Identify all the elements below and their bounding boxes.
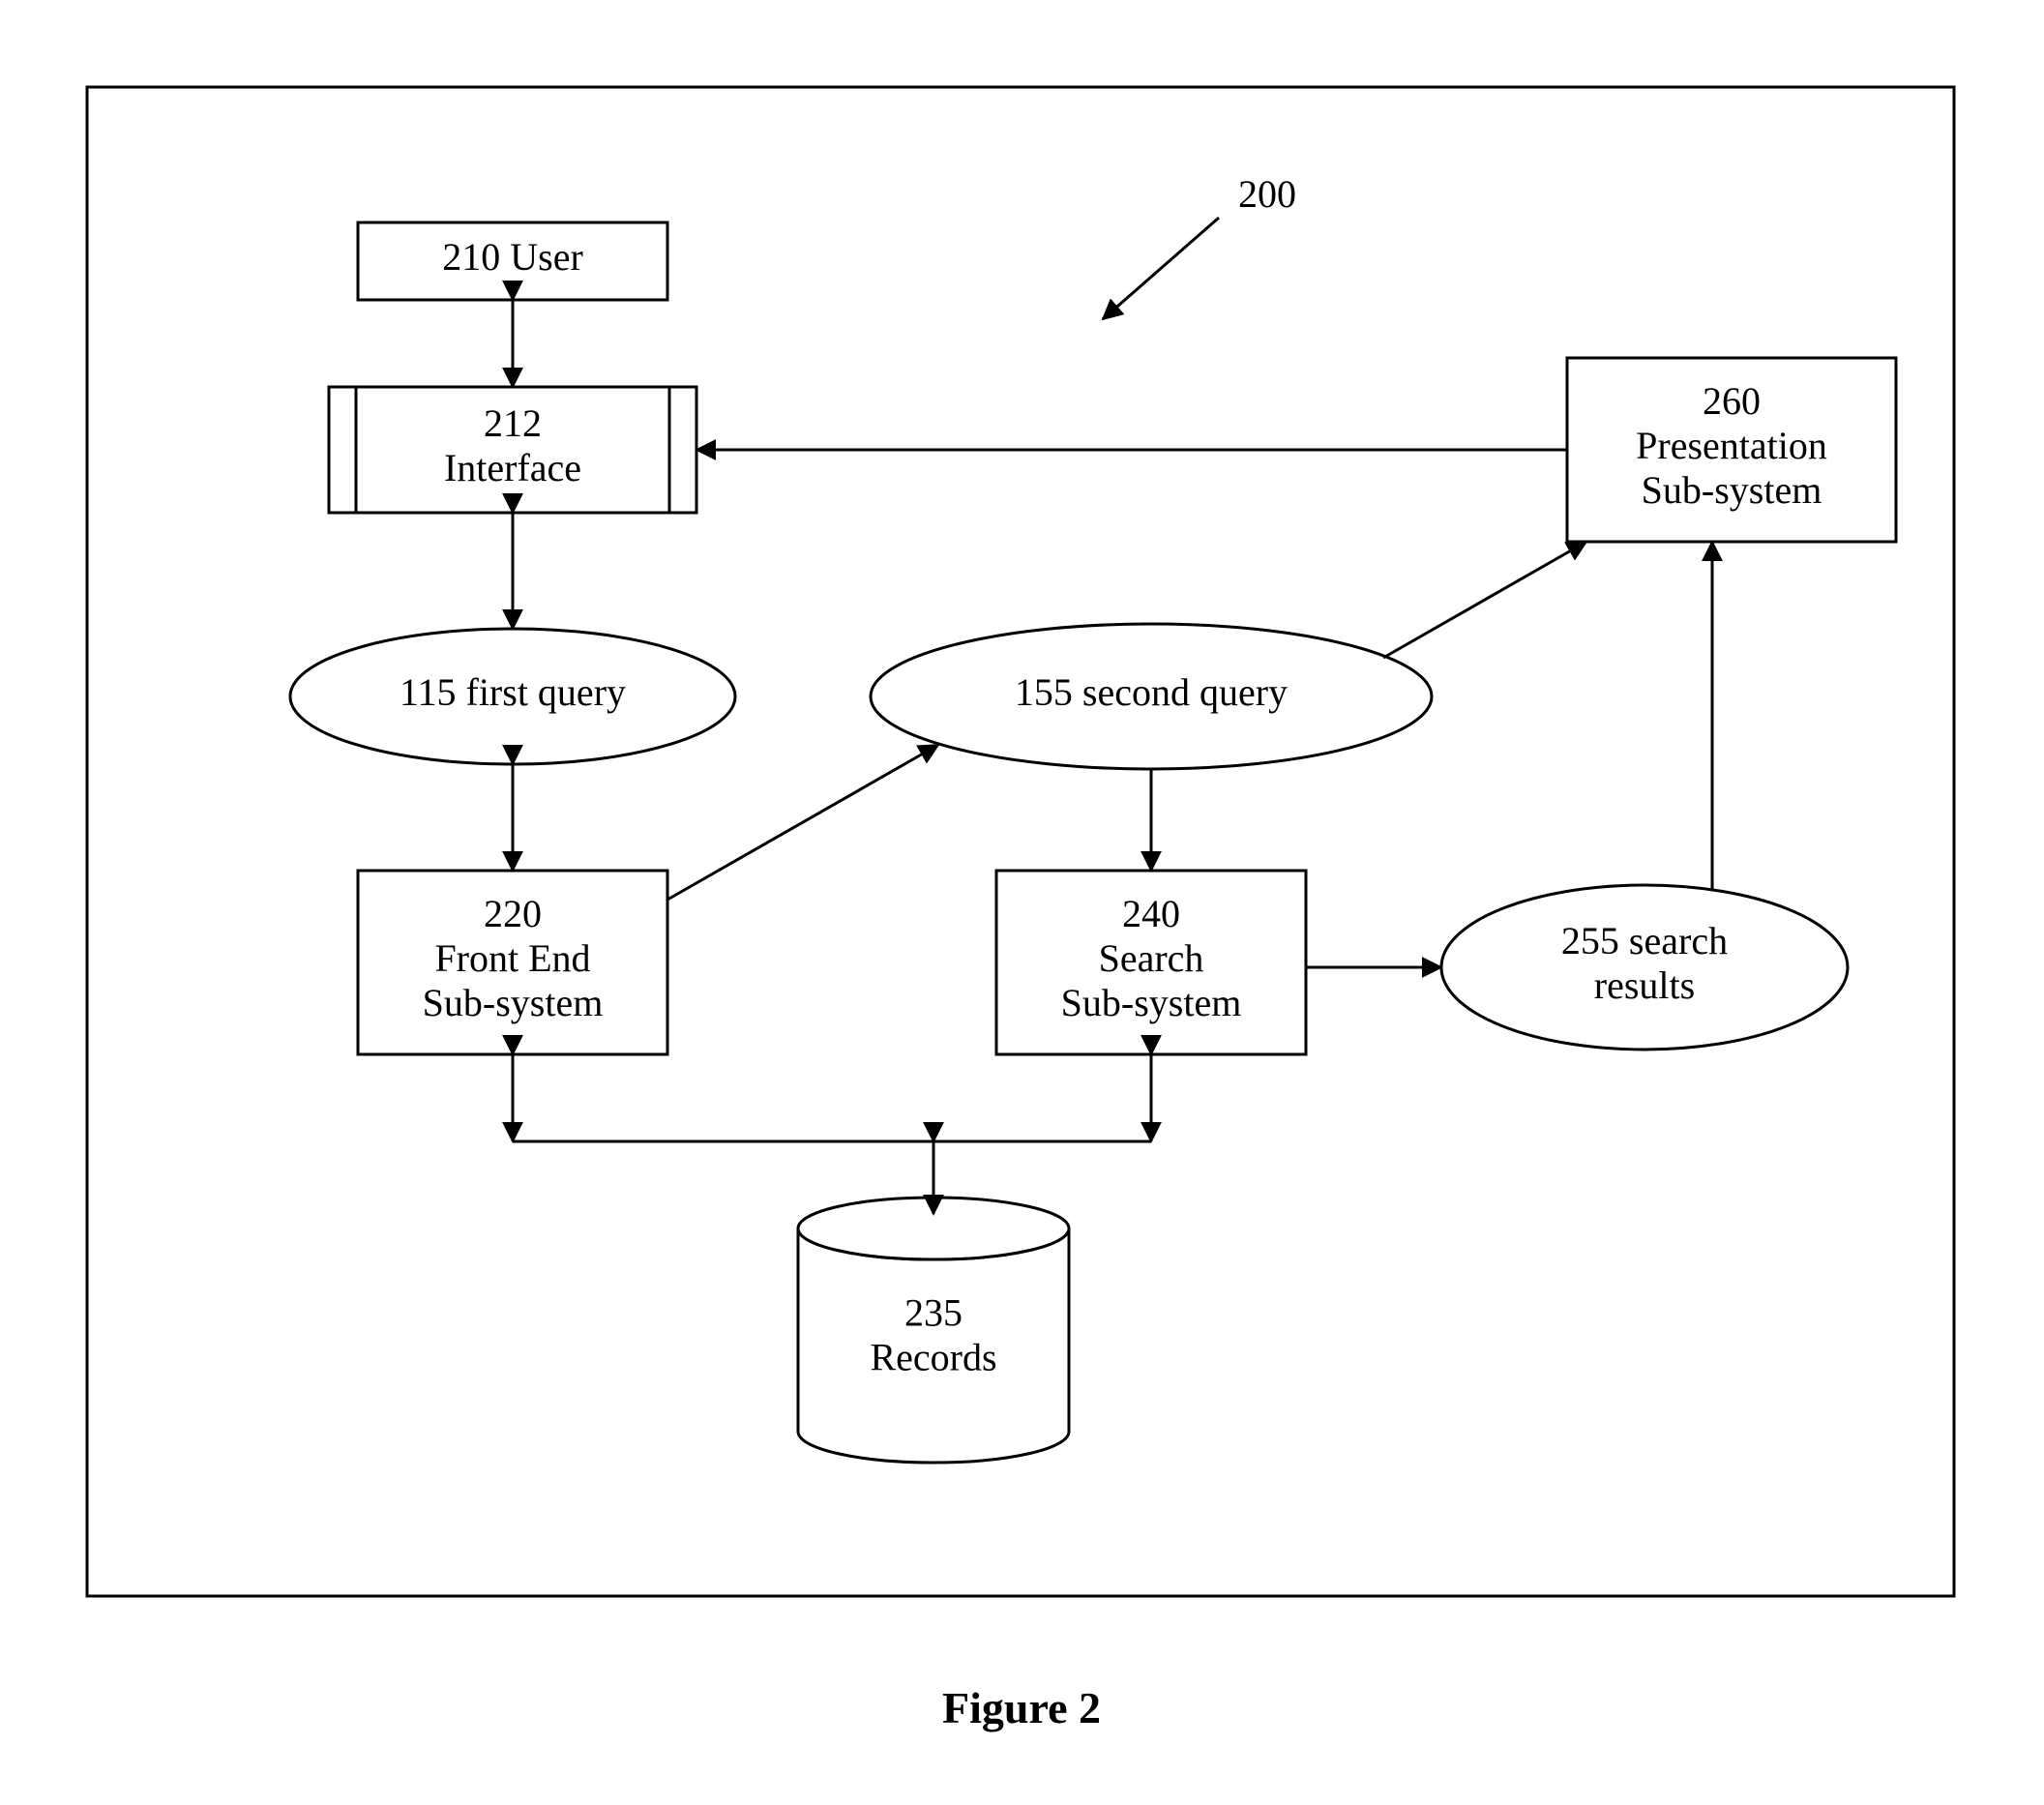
pointer-label: 200 [1238, 172, 1296, 216]
node-second_query-label: 155 second query [1015, 670, 1288, 714]
figure-caption: Figure 2 [942, 1683, 1101, 1732]
node-first_query-label: 115 first query [400, 670, 626, 714]
diagram-svg: 210 User212Interface115 first query155 s… [0, 0, 2044, 1805]
edge-pointer_tail [1103, 218, 1219, 319]
node-user-label: 210 User [442, 235, 583, 279]
edge-front_end_right [667, 745, 938, 900]
edge-second_query_ne [1383, 542, 1586, 658]
diagram-stage: 210 User212Interface115 first query155 s… [0, 0, 2044, 1805]
